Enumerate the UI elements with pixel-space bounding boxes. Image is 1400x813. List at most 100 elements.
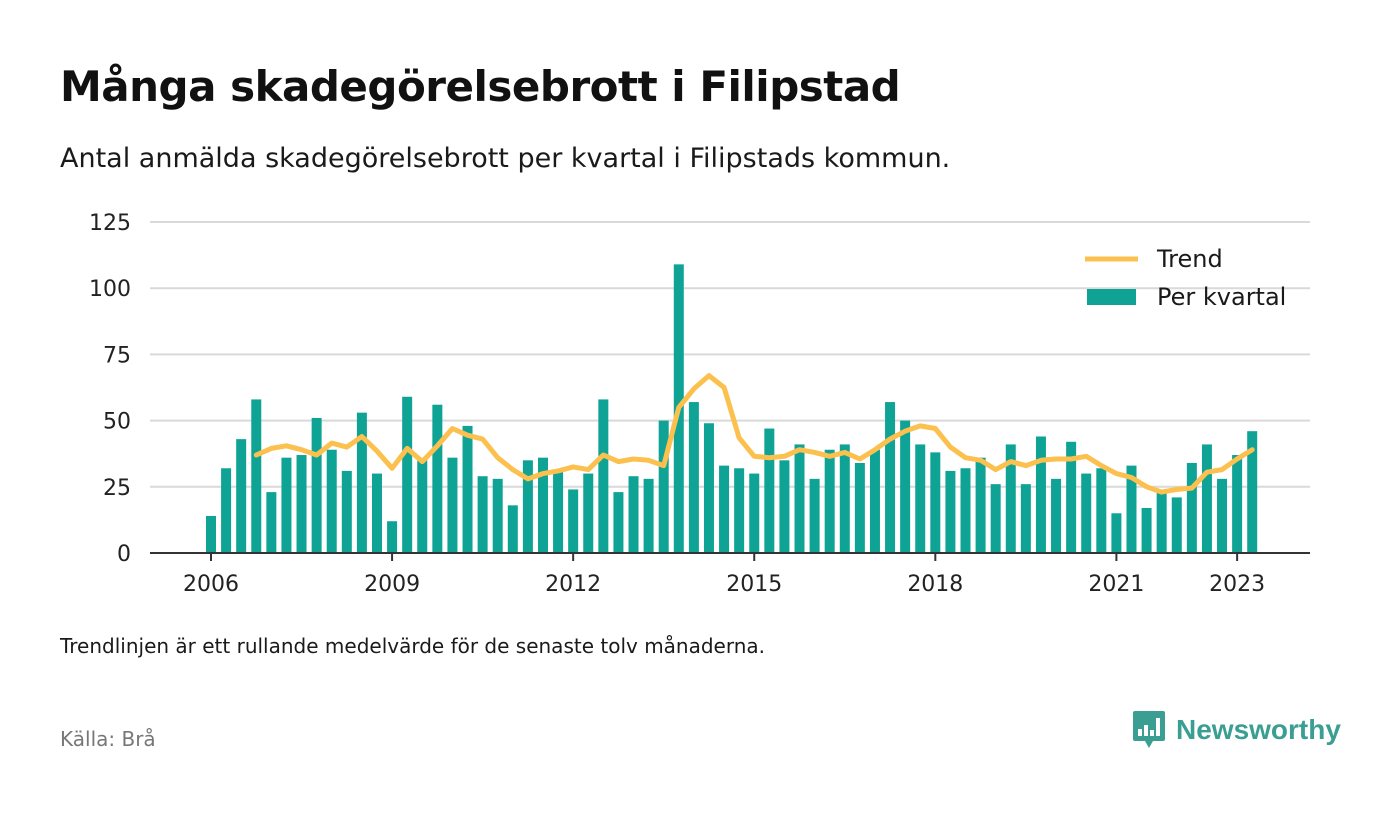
bar	[477, 476, 488, 553]
bar	[1171, 497, 1182, 553]
bar	[417, 460, 428, 553]
legend-trend-label: Trend	[1156, 245, 1223, 273]
newsworthy-logo[interactable]: Newsworthy	[1132, 710, 1341, 750]
bar	[854, 462, 865, 553]
bar	[1035, 436, 1046, 553]
y-tick-label: 50	[103, 410, 131, 435]
bar	[658, 420, 669, 553]
bar	[492, 478, 503, 553]
bar	[794, 444, 805, 553]
bar	[522, 460, 533, 553]
bar	[507, 505, 518, 553]
bar	[1232, 455, 1243, 553]
trend-line	[253, 373, 1255, 495]
bar	[598, 399, 609, 553]
bar	[839, 444, 850, 553]
bar	[1051, 478, 1062, 553]
bar	[568, 489, 579, 553]
chart-area: 0 25 50 75 100 125 2006 2009 2012 2015 2018 2021 20…	[0, 195, 1400, 615]
x-tick-label: 2021	[1088, 572, 1144, 597]
bar	[341, 470, 352, 553]
bar	[809, 478, 820, 553]
bar	[688, 402, 699, 553]
bar-series	[206, 264, 1258, 553]
bar	[296, 455, 307, 553]
bar	[1096, 468, 1107, 553]
bar	[371, 473, 382, 553]
y-tick-label: 25	[103, 476, 131, 501]
bar	[236, 439, 247, 553]
bar	[945, 470, 956, 553]
x-tick-label: 2015	[726, 572, 782, 597]
newsworthy-logo-icon	[1133, 711, 1165, 748]
bar	[900, 420, 911, 553]
bar	[628, 476, 639, 553]
x-tick-label: 2009	[364, 572, 420, 597]
bar	[719, 465, 730, 553]
bar	[915, 444, 926, 553]
source-label: Källa: Brå	[60, 727, 156, 751]
bar	[553, 470, 564, 553]
y-tick-label: 100	[89, 277, 131, 302]
bar	[462, 425, 473, 553]
chart-title: Många skadegörelsebrott i Filipstad	[60, 62, 901, 111]
x-tick-label: 2006	[183, 572, 239, 597]
bar	[779, 460, 790, 553]
chart-subtitle: Antal anmälda skadegörelsebrott per kvar…	[60, 143, 951, 174]
bar	[1186, 462, 1197, 553]
bar	[1126, 465, 1137, 553]
bar	[1111, 513, 1122, 553]
bar	[356, 412, 367, 553]
bar	[1066, 441, 1077, 553]
x-tick-label: 2023	[1209, 572, 1265, 597]
bar	[1141, 507, 1152, 553]
bar	[432, 404, 443, 553]
bar	[764, 428, 775, 553]
bar	[1081, 473, 1092, 553]
bar	[281, 457, 292, 553]
x-axis-ticks: 2006 2009 2012 2015 2018 2021 2023	[183, 553, 1265, 597]
bar	[1005, 444, 1016, 553]
x-tick-label: 2018	[907, 572, 963, 597]
footnote: Trendlinjen är ett rullande medelvärde f…	[60, 634, 766, 658]
bar	[990, 484, 1001, 553]
bar	[1156, 492, 1167, 553]
bar	[1247, 431, 1258, 553]
x-tick-label: 2012	[545, 572, 601, 597]
bar	[1217, 478, 1228, 553]
bar	[824, 449, 835, 553]
bar	[326, 449, 337, 553]
bar	[311, 417, 322, 553]
bar	[221, 468, 232, 553]
bar	[1201, 444, 1212, 553]
bar	[1020, 484, 1031, 553]
bar	[447, 457, 458, 553]
bar	[885, 402, 896, 553]
bar	[613, 492, 624, 553]
bar	[537, 457, 548, 553]
legend-bar-label: Per kvartal	[1157, 283, 1286, 311]
bar	[583, 473, 594, 553]
bar	[703, 423, 714, 553]
bar	[643, 478, 654, 553]
bar	[930, 452, 941, 553]
grid-lines	[150, 221, 1310, 488]
bar	[387, 521, 398, 553]
bar	[734, 468, 745, 553]
bar	[749, 473, 760, 553]
legend-bar-swatch	[1087, 289, 1136, 305]
y-axis-ticks: 0 25 50 75 100 125	[89, 211, 131, 567]
bar	[975, 457, 986, 553]
y-tick-label: 75	[103, 343, 131, 368]
chart-legend: Trend Per kvartal	[1085, 245, 1286, 311]
bar	[251, 399, 262, 553]
bar	[869, 449, 880, 553]
bar	[960, 468, 971, 553]
newsworthy-logo-text: Newsworthy	[1176, 714, 1341, 745]
bar	[266, 492, 277, 553]
y-tick-label: 125	[89, 211, 131, 236]
bar	[206, 515, 216, 553]
bar	[402, 396, 413, 553]
y-tick-label: 0	[117, 542, 131, 567]
